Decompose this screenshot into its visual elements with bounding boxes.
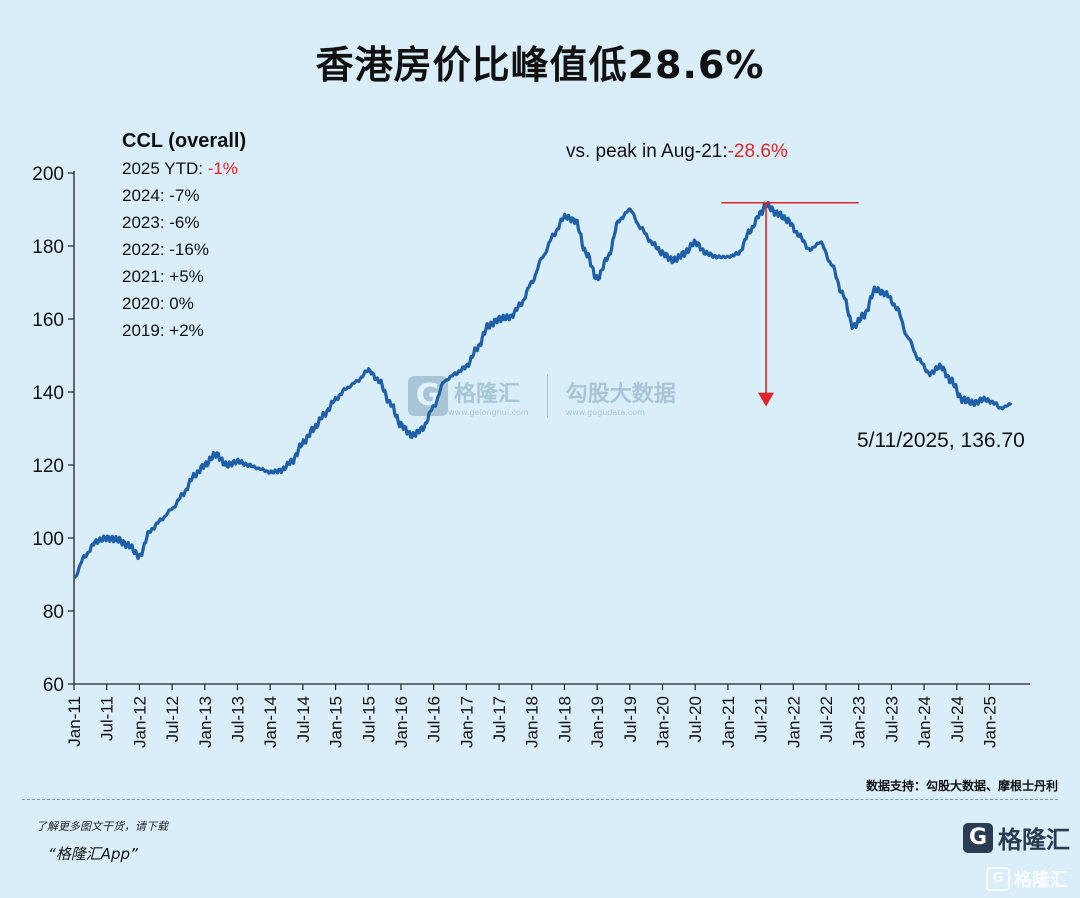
x-tick-label: Jul-22	[817, 696, 836, 742]
y-tick-label: 100	[32, 529, 64, 550]
legend-row-label: 2019:	[122, 321, 170, 340]
legend-row: 2020: 0%	[122, 290, 246, 317]
legend-rows: 2025 YTD: -1% 2024: -7% 2023: -6% 2022: -16…	[122, 155, 246, 344]
legend-row-label: 2023:	[122, 213, 170, 232]
x-tick-label: Jan-11	[65, 696, 84, 747]
x-tick-label: Jul-14	[294, 696, 313, 742]
footer-brand-name: 格隆汇	[998, 826, 1070, 854]
x-tick-label: Jul-21	[752, 696, 771, 742]
x-tick-label: Jan-21	[719, 696, 738, 748]
x-tick-label: Jul-19	[621, 696, 640, 742]
x-tick-label: Jan-22	[784, 696, 803, 748]
peak-note-prefix: vs. peak in Aug-21:	[566, 141, 728, 162]
x-tick-label: Jul-13	[228, 696, 247, 742]
x-tick-label: Jan-24	[915, 696, 934, 748]
peak-note-value: -28.6%	[727, 141, 788, 162]
legend-row-value: 0%	[169, 294, 194, 313]
ccl-summary-legend: CCL (overall) 2025 YTD: -1% 2024: -7% 2023…	[122, 128, 246, 344]
x-tick-label: Jul-23	[882, 696, 901, 742]
legend-row: 2019: +2%	[122, 317, 246, 344]
y-tick-label: 160	[32, 310, 64, 331]
y-tick-label: 180	[32, 237, 64, 258]
x-tick-label: Jan-25	[980, 696, 999, 748]
x-tick-label: Jan-18	[523, 696, 542, 748]
legend-row: 2024: -7%	[122, 182, 246, 209]
y-tick-label: 140	[32, 383, 64, 404]
x-axis-ticks: Jan-11 Jul-11 Jan-12 Jul-12 Jan-13 Jul-13 Jan-…	[65, 684, 999, 748]
legend-row-label: 2020:	[122, 294, 170, 313]
drawdown-arrow-head	[758, 392, 775, 407]
legend-row-value: -7%	[169, 186, 200, 205]
promo-app: “格隆汇App”	[48, 845, 138, 863]
x-tick-label: Jan-16	[392, 696, 411, 748]
chart-axes	[73, 171, 1030, 685]
legend-row-value: +5%	[169, 267, 204, 286]
last-point-label: 5/11/2025, 136.70	[857, 429, 1025, 452]
y-tick-label: 200	[32, 164, 64, 185]
x-tick-label: Jan-13	[196, 696, 215, 748]
promo-line: 了解更多图文干货，请下载	[36, 820, 168, 833]
x-tick-label: Jul-16	[425, 696, 444, 742]
legend-row-label: 2022:	[122, 240, 170, 259]
x-tick-label: Jul-24	[948, 696, 967, 742]
x-tick-label: Jan-12	[130, 696, 149, 748]
footer-divider	[22, 799, 1058, 800]
source-note: 数据支持：勾股大数据、摩根士丹利	[865, 779, 1058, 793]
x-tick-label: Jan-15	[327, 696, 346, 748]
legend-row-label: 2021:	[122, 267, 170, 286]
x-tick-label: Jul-11	[98, 696, 117, 741]
legend-row-value: +2%	[169, 321, 204, 340]
x-tick-label: Jul-15	[359, 696, 378, 742]
x-tick-label: Jul-17	[490, 696, 509, 742]
y-axis-ticks: 60 80 100 120 140 160 180 200	[32, 164, 74, 696]
legend-row-value: -6%	[169, 213, 200, 232]
legend-row: 2023: -6%	[122, 209, 246, 236]
x-tick-label: Jan-19	[588, 696, 607, 748]
peak-annotation	[721, 201, 859, 407]
x-tick-label: Jan-23	[850, 696, 869, 748]
watermark-brand-url: www.gelonghui.com	[448, 407, 529, 417]
page-title: 香港房价比峰值低28.6%	[315, 43, 765, 87]
y-tick-label: 120	[32, 456, 64, 477]
legend-row: 2025 YTD: -1%	[122, 155, 246, 182]
peak-note: vs. peak in Aug-21:-28.6%	[566, 141, 788, 163]
series-line-ccl	[72, 200, 1013, 580]
y-tick-label: 60	[43, 675, 64, 696]
y-tick-label: 80	[43, 602, 64, 623]
legend-row: 2022: -16%	[122, 236, 246, 263]
x-tick-label: Jul-12	[163, 696, 182, 742]
x-tick-label: Jul-20	[686, 696, 705, 742]
watermark-divider	[546, 374, 548, 418]
corner-watermark: G 格隆汇	[986, 866, 1068, 892]
x-tick-label: Jul-18	[555, 696, 574, 742]
legend-header: CCL (overall)	[122, 130, 247, 152]
legend-row-value: -16%	[169, 240, 209, 259]
watermark-brand2-url: www.gogudata.com	[565, 407, 645, 417]
g-logo-icon: G	[963, 822, 993, 853]
corner-brand-name: 格隆汇	[1014, 870, 1068, 891]
x-tick-label: Jan-14	[261, 696, 280, 748]
x-tick-label: Jan-17	[457, 696, 476, 748]
g-logo-icon: G	[986, 867, 1010, 891]
legend-row-value: -1%	[207, 159, 238, 178]
watermark-brand2: 勾股大数据	[565, 381, 676, 407]
legend-row-label: 2025 YTD:	[122, 159, 208, 178]
legend-row-label: 2024:	[122, 186, 170, 205]
legend-row: 2021: +5%	[122, 263, 246, 290]
x-tick-label: Jan-20	[654, 696, 673, 748]
footer-brand[interactable]: G 格隆汇	[963, 820, 1070, 855]
watermark-brand: 格隆汇	[454, 381, 521, 407]
